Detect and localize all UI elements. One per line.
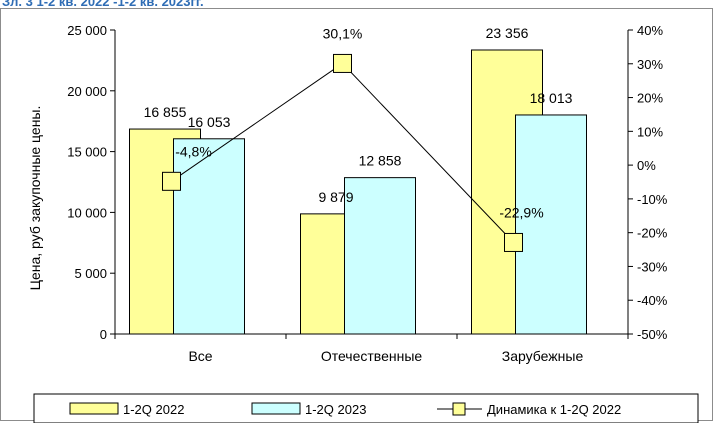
y2-tick-label: -20% [637, 226, 668, 241]
y2-tick-label: -10% [637, 192, 668, 207]
dynamics-marker [162, 171, 181, 191]
bar-value-label: 16 053 [188, 114, 231, 130]
legend-label-2022: 1-2Q 2022 [123, 402, 184, 417]
bar-value-label: 12 858 [359, 153, 402, 169]
legend-swatch-2022 [69, 402, 119, 415]
y2-tick-label: -50% [637, 327, 668, 342]
x-category-label: Все [188, 348, 212, 364]
y-axis-title: Цена, руб закупочные цены. [27, 106, 43, 291]
dynamics-value-label: 30,1% [323, 25, 363, 41]
y2-tick-label: -40% [637, 293, 668, 308]
bar-value-label: 18 013 [530, 90, 573, 106]
y2-tick-label: 10% [637, 124, 663, 139]
chart-title: Зл. 3 1-2 кв. 2022 -1-2 кв. 2023гг. [2, 0, 204, 8]
y-tick-label: 25 000 [67, 23, 107, 38]
y2-tick-label: 40% [637, 23, 663, 38]
bar-value-label: 23 356 [486, 25, 529, 41]
axes-group: 0 5 000 10 000 15 000 20 000 25 000 -50% -40% -3… [27, 23, 668, 364]
dynamics-marker [333, 53, 352, 73]
legend-label-2023: 1-2Q 2023 [305, 402, 366, 417]
bar-2023 [515, 114, 587, 335]
y-tick-label: 15 000 [67, 145, 107, 160]
y-tick-label: 5 000 [74, 266, 107, 281]
y2-tick-label: 30% [637, 57, 663, 72]
line-series-group [162, 53, 523, 252]
x-category-label: Зарубежные [502, 348, 584, 364]
legend: 1-2Q 2022 1-2Q 2023 Динамика к 1-2Q 2022 [33, 393, 699, 423]
y-tick-label: 10 000 [67, 205, 107, 220]
y2-tick-label: 0% [637, 158, 656, 173]
bar-value-label: 16 855 [144, 104, 187, 120]
bar-value-label: 9 879 [318, 189, 353, 205]
y-tick-label: 0 [100, 327, 107, 342]
data-labels-group: 16 855 9 879 23 356 16 053 12 858 18 013 -4,8%… [144, 25, 573, 220]
bar-2023 [344, 177, 416, 335]
legend-label-dynamics: Динамика к 1-2Q 2022 [487, 402, 621, 417]
legend-swatch-2023 [251, 402, 301, 415]
legend-box [33, 393, 699, 423]
bars-group [129, 49, 587, 335]
y2-tick-label: -30% [637, 259, 668, 274]
dynamics-value-label: -22,9% [499, 204, 543, 220]
dynamics-value-label: -4,8% [175, 143, 212, 159]
dynamics-marker [504, 232, 523, 252]
y2-tick-label: 20% [637, 91, 663, 106]
legend-marker-dynamics [452, 402, 466, 416]
bar-2023 [173, 138, 245, 335]
y-tick-label: 20 000 [67, 84, 107, 99]
x-category-label: Отечественные [321, 348, 423, 364]
